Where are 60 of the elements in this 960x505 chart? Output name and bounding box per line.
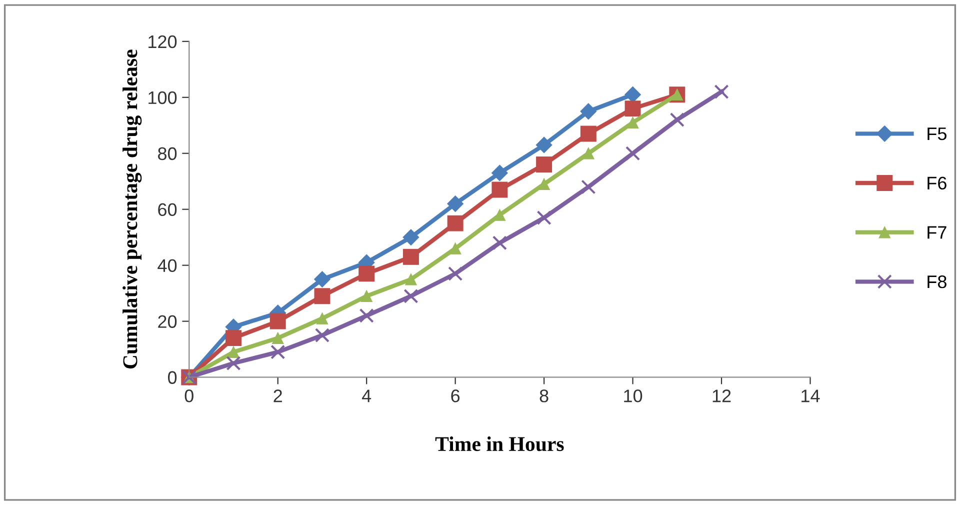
point bbox=[626, 116, 639, 128]
x-tick-label: 2 bbox=[274, 390, 282, 402]
point bbox=[270, 344, 286, 360]
point bbox=[225, 330, 242, 346]
point bbox=[449, 242, 462, 254]
point bbox=[404, 288, 418, 304]
point bbox=[492, 182, 508, 198]
point bbox=[314, 328, 330, 343]
point bbox=[402, 248, 419, 265]
legend-label: F6 bbox=[928, 176, 946, 190]
point bbox=[405, 273, 417, 286]
y-tick-label: 20 bbox=[158, 315, 177, 328]
point bbox=[316, 312, 328, 324]
x-tick-label: 12 bbox=[712, 390, 731, 402]
point bbox=[314, 288, 330, 304]
point bbox=[492, 236, 507, 250]
y-tick-label: 80 bbox=[158, 147, 177, 160]
point bbox=[624, 100, 641, 117]
point bbox=[582, 147, 594, 160]
point bbox=[270, 313, 286, 330]
point bbox=[447, 215, 464, 232]
point bbox=[226, 356, 241, 371]
x-tick-label: 14 bbox=[802, 390, 820, 402]
point bbox=[580, 126, 596, 142]
point bbox=[402, 229, 420, 246]
y-tick-label: 120 bbox=[148, 35, 177, 48]
point bbox=[538, 178, 550, 190]
y-tick-label: 0 bbox=[168, 371, 177, 384]
point bbox=[536, 156, 552, 173]
x-tick-label: 0 bbox=[184, 390, 194, 402]
point bbox=[314, 271, 330, 288]
point bbox=[536, 136, 552, 154]
y-tick-label: 40 bbox=[158, 259, 177, 272]
point bbox=[580, 103, 597, 120]
legend-label: F7 bbox=[928, 226, 946, 239]
x-tick-label: 6 bbox=[451, 390, 460, 402]
point bbox=[670, 112, 684, 128]
y-tick-label: 100 bbox=[148, 91, 177, 104]
legend-label: F8 bbox=[928, 275, 946, 288]
y-tick-label: 60 bbox=[158, 203, 177, 216]
y-axis-title: Cumulative percentage drug release bbox=[122, 50, 142, 368]
point bbox=[359, 308, 374, 323]
point bbox=[494, 209, 506, 221]
x-tick-label: 8 bbox=[540, 390, 548, 402]
point bbox=[448, 266, 463, 281]
point bbox=[581, 180, 596, 194]
x-tick-label: 10 bbox=[624, 390, 642, 402]
point bbox=[536, 210, 552, 226]
legend-label: F5 bbox=[928, 128, 946, 140]
point bbox=[272, 332, 284, 344]
x-axis-title: Time in Hours bbox=[435, 436, 564, 452]
point bbox=[360, 290, 372, 302]
point bbox=[714, 84, 729, 100]
point bbox=[228, 346, 240, 358]
point bbox=[625, 146, 640, 161]
x-tick-label: 4 bbox=[362, 390, 372, 402]
point bbox=[447, 196, 464, 212]
point bbox=[358, 266, 375, 282]
point bbox=[491, 164, 508, 182]
point bbox=[624, 86, 641, 103]
